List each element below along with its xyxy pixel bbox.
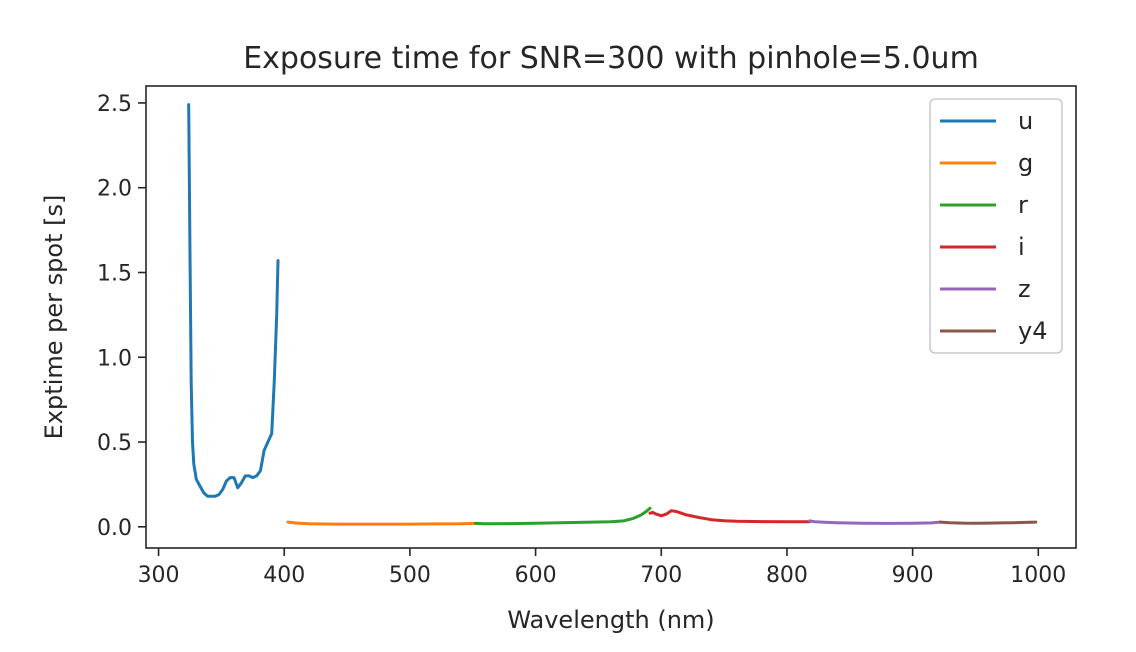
series-line-z — [808, 519, 942, 525]
y-tick-label: 1.0 — [97, 346, 132, 371]
legend-label-g: g — [1018, 149, 1033, 177]
series-line-r — [473, 506, 652, 526]
x-tick-label: 700 — [640, 563, 682, 588]
x-axis-label: Wavelength (nm) — [507, 606, 714, 634]
legend-label-y4: y4 — [1018, 317, 1047, 345]
series-line-y4 — [938, 520, 1038, 525]
series-line-i — [648, 509, 812, 524]
x-tick-label: 400 — [263, 563, 305, 588]
y-tick-label: 2.0 — [97, 177, 132, 202]
chart-title: Exposure time for SNR=300 with pinhole=5… — [243, 41, 979, 76]
y-tick-label: 0.0 — [97, 516, 132, 541]
series-line-u — [187, 103, 280, 498]
axes-frame — [145, 85, 1077, 549]
y-axis-label: Exptime per spot [s] — [40, 195, 68, 440]
x-tick-label: 800 — [766, 563, 808, 588]
axis-ticks: 300 400 500 600 700 800 900 1000 0.0 0.5 1.0 1.5 2.0… — [97, 92, 1066, 588]
x-tick-label: 600 — [515, 563, 557, 588]
x-tick-label: 1000 — [1010, 563, 1066, 588]
legend-label-r: r — [1018, 191, 1028, 219]
y-tick-label: 2.5 — [97, 92, 132, 117]
x-tick-label: 300 — [138, 563, 180, 588]
legend-box — [929, 98, 1063, 354]
legend-label-i: i — [1018, 233, 1025, 261]
legend-label-z: z — [1018, 275, 1031, 303]
x-tick-label: 900 — [892, 563, 934, 588]
y-tick-label: 1.5 — [97, 261, 132, 286]
plot-area — [187, 103, 1038, 526]
series-line-g — [286, 520, 477, 526]
legend-label-u: u — [1018, 107, 1033, 135]
x-tick-label: 500 — [389, 563, 431, 588]
y-tick-label: 0.5 — [97, 431, 132, 456]
